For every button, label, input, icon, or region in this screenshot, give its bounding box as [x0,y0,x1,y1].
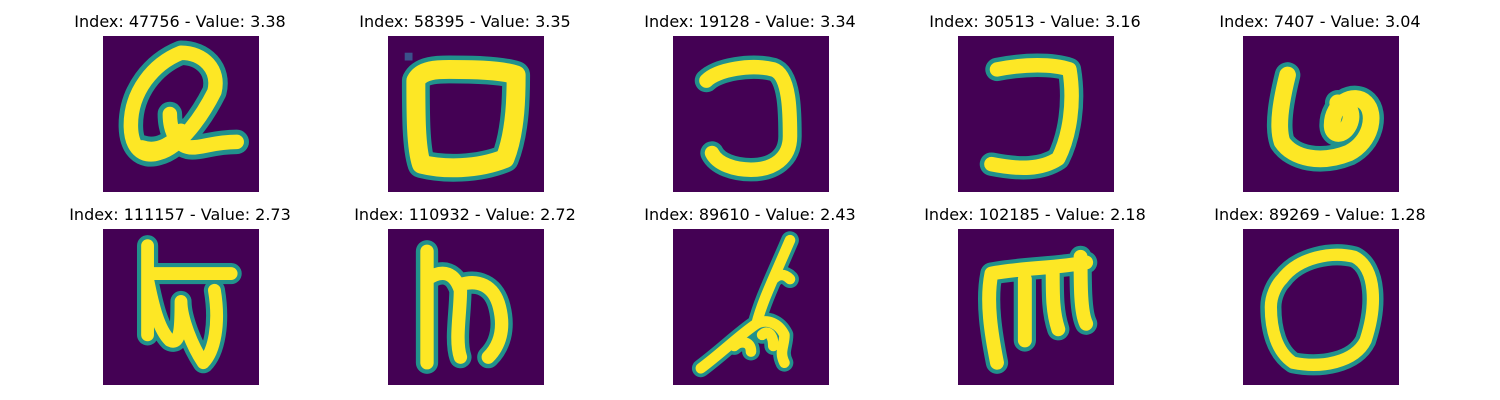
panel-title: Index: 58395 - Value: 3.35 [359,12,571,31]
panel-title: Index: 89269 - Value: 1.28 [1214,205,1426,224]
digit-image [103,36,259,192]
panel-title: Index: 110932 - Value: 2.72 [354,205,576,224]
handwritten-reversed-c-image [673,36,829,192]
handwritten-loop-image [1243,36,1399,192]
panel-3: Index: 19128 - Value: 3.34 [600,12,900,202]
digit-image [958,229,1114,385]
handwritten-o-image [388,36,544,192]
panel-6: Index: 111157 - Value: 2.73 [30,205,330,395]
panel-title: Index: 111157 - Value: 2.73 [69,205,291,224]
panel-title: Index: 19128 - Value: 3.34 [644,12,856,31]
panel-2: Index: 58395 - Value: 3.35 [315,12,615,202]
panel-title: Index: 30513 - Value: 3.16 [929,12,1141,31]
panel-title: Index: 7407 - Value: 3.04 [1219,12,1421,31]
handwritten-q-image [103,36,259,192]
panel-5: Index: 7407 - Value: 3.04 [1170,12,1470,202]
panel-8: Index: 89610 - Value: 2.43 [600,205,900,395]
digit-image [673,229,829,385]
handwritten-o-image [1243,229,1399,385]
panel-title: Index: 89610 - Value: 2.43 [644,205,856,224]
handwritten-script-w-image [103,229,259,385]
panel-10: Index: 89269 - Value: 1.28 [1170,205,1470,395]
digit-image [1243,229,1399,385]
panel-1: Index: 47756 - Value: 3.38 [30,12,330,202]
digit-image [388,36,544,192]
digit-image [1243,36,1399,192]
panel-title: Index: 47756 - Value: 3.38 [74,12,286,31]
panel-4: Index: 30513 - Value: 3.16 [885,12,1185,202]
panel-title: Index: 102185 - Value: 2.18 [924,205,1146,224]
digit-image [388,229,544,385]
panel-7: Index: 110932 - Value: 2.72 [315,205,615,395]
handwritten-script-m-image [958,229,1114,385]
handwritten-m-image [388,229,544,385]
handwritten-j-image [958,36,1114,192]
digit-image [103,229,259,385]
digit-image [958,36,1114,192]
digit-image [673,36,829,192]
handwritten-scribble-image [673,229,829,385]
panel-9: Index: 102185 - Value: 2.18 [885,205,1185,395]
